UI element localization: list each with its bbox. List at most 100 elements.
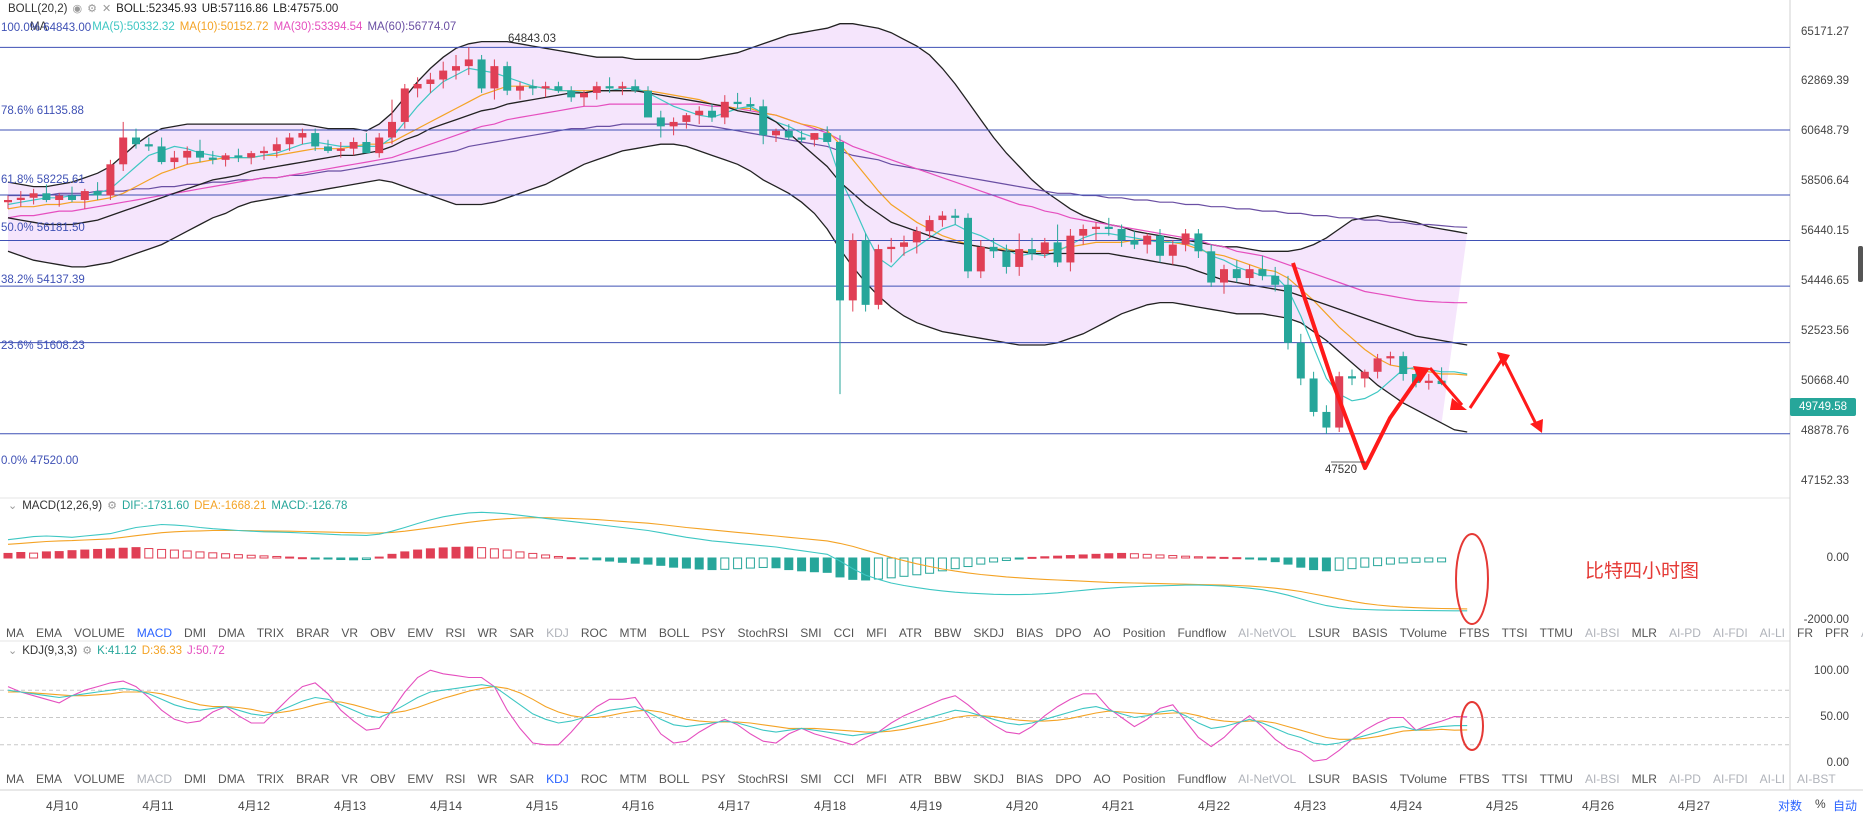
indicator-tab-pfr[interactable]: PFR <box>1825 626 1849 640</box>
percent-scale-toggle[interactable]: % <box>1815 797 1826 811</box>
indicator-tab-ai-li[interactable]: AI-LI <box>1759 626 1785 640</box>
boll-indicator-name[interactable]: BOLL(20,2) <box>8 3 68 15</box>
collapse-icon[interactable]: ⌄ <box>8 645 18 657</box>
indicator-tab-macd[interactable]: MACD <box>136 626 173 640</box>
collapse-icon[interactable]: ⌄ <box>8 500 18 512</box>
indicator-tab-stochrsi[interactable]: StochRSI <box>737 772 789 786</box>
indicator-tab-ema[interactable]: EMA <box>36 626 63 640</box>
indicator-tab-ao[interactable]: AO <box>1093 772 1111 786</box>
indicator-tab-trix[interactable]: TRIX <box>256 626 285 640</box>
indicator-tab-roc[interactable]: ROC <box>580 772 608 786</box>
indicator-tab-ttmu[interactable]: TTMU <box>1539 772 1573 786</box>
indicator-tab-boll[interactable]: BOLL <box>658 626 690 640</box>
indicator-tab-cci[interactable]: CCI <box>833 626 855 640</box>
indicator-tab-cci[interactable]: CCI <box>833 772 855 786</box>
indicator-tab-wr[interactable]: WR <box>477 772 498 786</box>
indicator-tab-ai-bst[interactable]: AI-BST <box>1855 626 1863 640</box>
indicator-tab-ai-netvol[interactable]: AI-NetVOL <box>1238 772 1297 786</box>
indicator-tab-lsur[interactable]: LSUR <box>1308 626 1341 640</box>
indicator-tab-lsur[interactable]: LSUR <box>1308 772 1341 786</box>
indicator-tab-obv[interactable]: OBV <box>370 772 396 786</box>
indicator-tab-ai-netvol[interactable]: AI-NetVOL <box>1238 626 1297 640</box>
indicator-tab-tvolume[interactable]: TVolume <box>1399 772 1447 786</box>
indicator-tab-mtm[interactable]: MTM <box>619 772 647 786</box>
indicator-tab-smi[interactable]: SMI <box>800 626 822 640</box>
indicator-tab-position[interactable]: Position <box>1122 626 1166 640</box>
indicator-tab-tvolume[interactable]: TVolume <box>1399 626 1447 640</box>
indicator-tab-skdj[interactable]: SKDJ <box>973 772 1005 786</box>
indicator-tab-dma[interactable]: DMA <box>218 772 245 786</box>
indicator-tab-volume[interactable]: VOLUME <box>74 626 125 640</box>
indicator-tab-ai-pd[interactable]: AI-PD <box>1668 772 1701 786</box>
indicator-tab-mtm[interactable]: MTM <box>619 626 647 640</box>
indicator-tab-ai-bsi[interactable]: AI-BSI <box>1584 626 1620 640</box>
indicator-tab-vr[interactable]: VR <box>341 626 359 640</box>
indicator-tab-fr[interactable]: FR <box>1797 626 1813 640</box>
indicator-tab-bias[interactable]: BIAS <box>1016 626 1044 640</box>
close-icon[interactable]: ✕ <box>101 3 112 15</box>
indicator-tab-trix[interactable]: TRIX <box>256 772 285 786</box>
settings-icon[interactable]: ⚙ <box>87 3 97 15</box>
indicator-tab-sar[interactable]: SAR <box>509 772 535 786</box>
ma-indicator-name[interactable]: MA <box>30 21 48 33</box>
indicator-tab-brar[interactable]: BRAR <box>296 772 330 786</box>
indicator-tab-ai-fdi[interactable]: AI-FDI <box>1712 626 1748 640</box>
indicator-tab-boll[interactable]: BOLL <box>658 772 690 786</box>
indicator-tab-emv[interactable]: EMV <box>407 772 434 786</box>
indicator-tab-ai-pd[interactable]: AI-PD <box>1668 626 1701 640</box>
indicator-tab-rsi[interactable]: RSI <box>445 772 466 786</box>
indicator-tab-ma[interactable]: MA <box>6 626 24 640</box>
indicator-tab-ao[interactable]: AO <box>1093 626 1111 640</box>
indicator-tab-macd[interactable]: MACD <box>136 772 173 786</box>
indicator-tab-ai-bsi[interactable]: AI-BSI <box>1584 772 1620 786</box>
eye-icon[interactable]: ◉ <box>72 3 83 15</box>
indicator-tab-ai-fdi[interactable]: AI-FDI <box>1712 772 1748 786</box>
indicator-tab-kdj[interactable]: KDJ <box>546 772 569 786</box>
indicator-tab-kdj[interactable]: KDJ <box>546 626 569 640</box>
indicator-tab-position[interactable]: Position <box>1122 772 1166 786</box>
indicator-tab-dmi[interactable]: DMI <box>184 772 207 786</box>
indicator-tab-wr[interactable]: WR <box>477 626 498 640</box>
indicator-tab-ma[interactable]: MA <box>6 772 24 786</box>
indicator-tab-stochrsi[interactable]: StochRSI <box>737 626 789 640</box>
indicator-tab-mfi[interactable]: MFI <box>866 626 887 640</box>
indicator-tab-smi[interactable]: SMI <box>800 772 822 786</box>
indicator-tab-rsi[interactable]: RSI <box>445 626 466 640</box>
indicator-tab-basis[interactable]: BASIS <box>1352 772 1388 786</box>
indicator-tab-bbw[interactable]: BBW <box>934 772 962 786</box>
indicator-tab-dmi[interactable]: DMI <box>184 626 207 640</box>
log-scale-toggle[interactable]: 对数 <box>1778 799 1803 813</box>
indicator-tab-obv[interactable]: OBV <box>370 626 396 640</box>
settings-icon[interactable]: ⚙ <box>107 500 117 512</box>
indicator-tab-emv[interactable]: EMV <box>407 626 434 640</box>
indicator-tab-ema[interactable]: EMA <box>36 772 63 786</box>
indicator-tab-dpo[interactable]: DPO <box>1055 626 1082 640</box>
indicator-tab-mfi[interactable]: MFI <box>866 772 887 786</box>
settings-icon[interactable]: ⚙ <box>82 645 93 657</box>
indicator-tab-bbw[interactable]: BBW <box>934 626 962 640</box>
macd-indicator-name[interactable]: MACD(12,26,9) <box>22 500 103 512</box>
indicator-tab-volume[interactable]: VOLUME <box>74 772 125 786</box>
indicator-tab-basis[interactable]: BASIS <box>1352 626 1388 640</box>
indicator-tab-bias[interactable]: BIAS <box>1016 772 1044 786</box>
auto-scale-toggle[interactable]: 自动 <box>1833 799 1858 813</box>
indicator-tab-ttmu[interactable]: TTMU <box>1539 626 1573 640</box>
indicator-tab-atr[interactable]: ATR <box>898 626 923 640</box>
indicator-tab-fundflow[interactable]: Fundflow <box>1177 772 1227 786</box>
indicator-tab-ai-bst[interactable]: AI-BST <box>1797 772 1836 786</box>
indicator-tab-ftbs[interactable]: FTBS <box>1458 626 1490 640</box>
indicator-tab-vr[interactable]: VR <box>341 772 359 786</box>
indicator-tab-atr[interactable]: ATR <box>898 772 923 786</box>
kdj-indicator-name[interactable]: KDJ(9,3,3) <box>22 645 78 657</box>
indicator-tab-ftbs[interactable]: FTBS <box>1458 772 1490 786</box>
indicator-tab-roc[interactable]: ROC <box>580 626 608 640</box>
indicator-tab-ttsi[interactable]: TTSI <box>1501 626 1528 640</box>
indicator-tab-dma[interactable]: DMA <box>218 626 245 640</box>
indicator-tab-brar[interactable]: BRAR <box>296 626 330 640</box>
indicator-tab-dpo[interactable]: DPO <box>1055 772 1082 786</box>
indicator-tab-mlr[interactable]: MLR <box>1631 626 1657 640</box>
indicator-tab-psy[interactable]: PSY <box>701 626 726 640</box>
indicator-tab-skdj[interactable]: SKDJ <box>973 626 1005 640</box>
scrollbar[interactable] <box>1858 246 1863 282</box>
